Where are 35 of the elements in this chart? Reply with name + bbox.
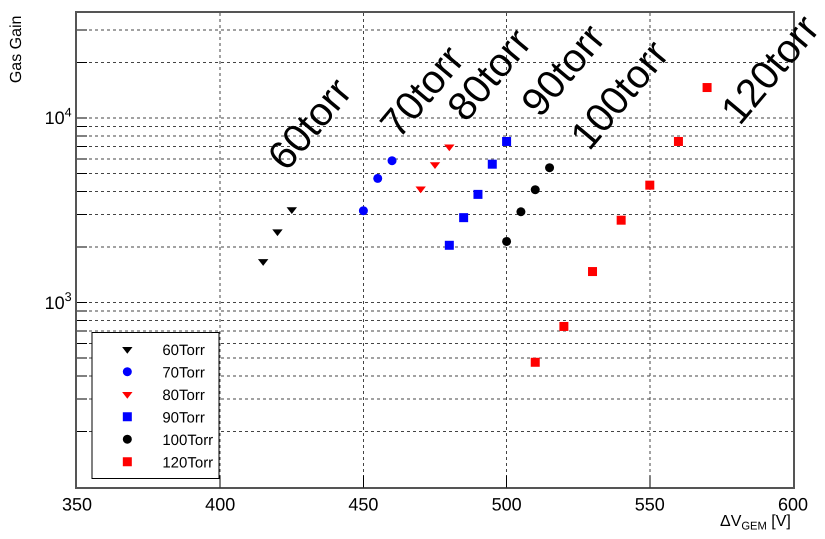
point bbox=[502, 136, 512, 146]
point bbox=[502, 236, 512, 246]
point bbox=[616, 216, 626, 225]
y-tick-label: 10$^{3}$ bbox=[44, 290, 72, 313]
point bbox=[702, 83, 712, 92]
legend-label: 100Torr bbox=[162, 432, 214, 450]
point bbox=[488, 160, 497, 169]
x-axis-title: ΔV$_{GEM}$ [V] bbox=[720, 513, 791, 532]
point bbox=[459, 213, 468, 222]
x-tick-label: 550 bbox=[634, 494, 665, 514]
y-tick-label: 10$^{4}$ bbox=[44, 106, 72, 128]
legend-label: 70Torr bbox=[162, 364, 205, 382]
y-axis-title: Gas Gain bbox=[8, 16, 26, 84]
point bbox=[645, 180, 654, 190]
legend-label: 60Torr bbox=[162, 342, 205, 360]
point bbox=[444, 240, 454, 250]
point bbox=[588, 267, 598, 276]
point bbox=[388, 156, 397, 166]
legend-label: 90Torr bbox=[162, 410, 205, 427]
point bbox=[473, 190, 482, 199]
point bbox=[674, 136, 683, 146]
x-tick-label: 600 bbox=[778, 494, 808, 514]
point bbox=[516, 207, 526, 216]
point bbox=[530, 358, 540, 367]
point bbox=[545, 163, 554, 172]
point bbox=[530, 185, 540, 194]
legend-label: 80Torr bbox=[162, 387, 205, 404]
x-tick-label: 350 bbox=[62, 494, 92, 514]
legend-label: 120Torr bbox=[162, 454, 214, 472]
point bbox=[559, 322, 568, 331]
x-tick-label: 450 bbox=[348, 494, 378, 514]
point bbox=[358, 206, 368, 216]
x-tick-label: 400 bbox=[205, 494, 236, 514]
point bbox=[373, 174, 382, 183]
x-tick-label: 500 bbox=[492, 494, 522, 514]
